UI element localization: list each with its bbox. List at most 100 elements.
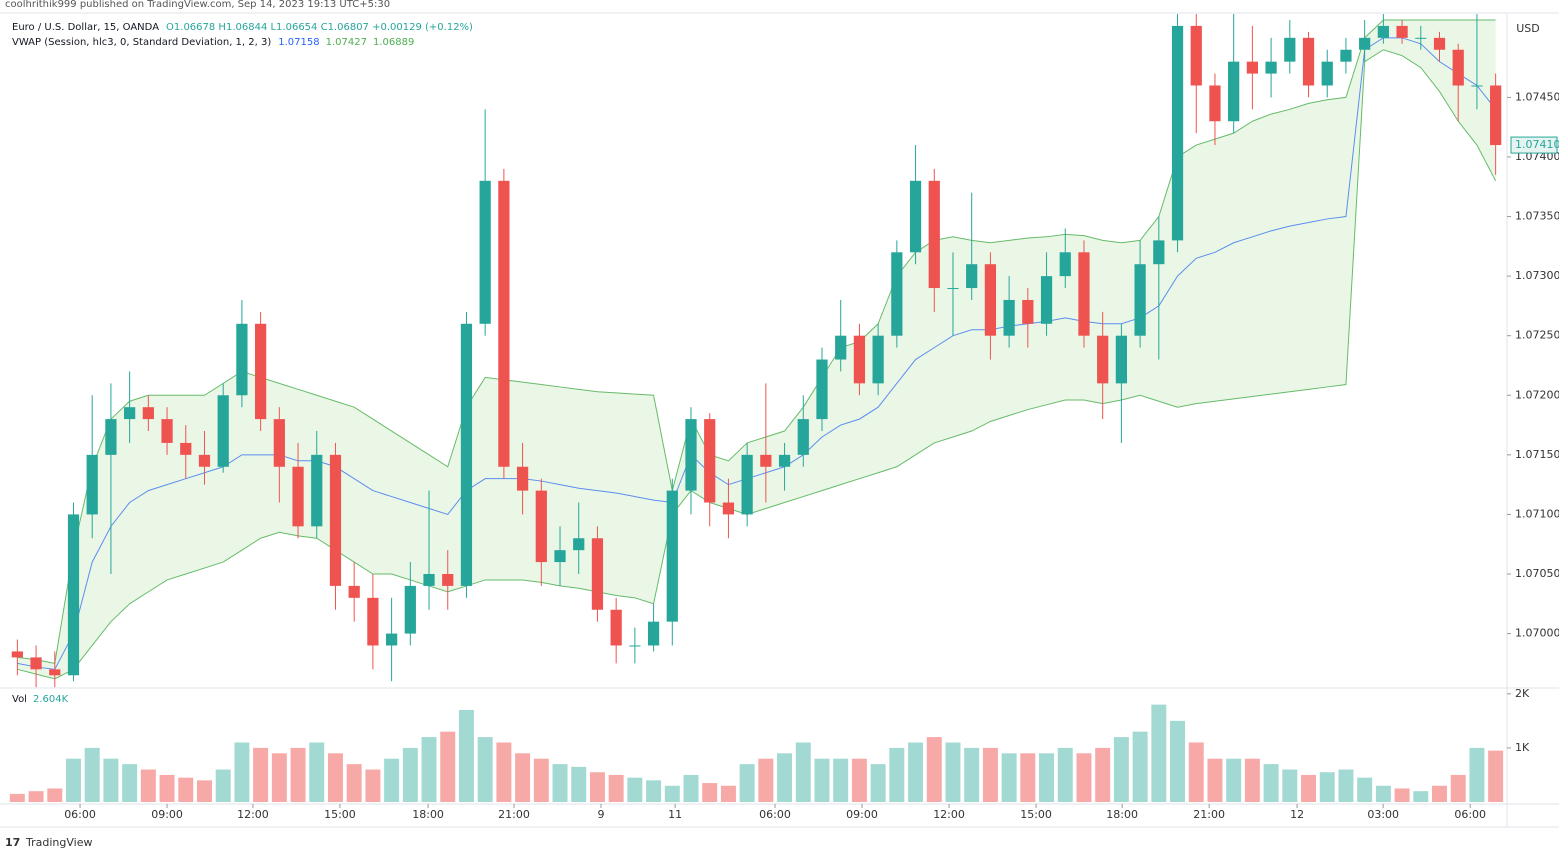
x-tick-label: 15:00	[324, 808, 356, 821]
candle-body	[928, 180, 940, 289]
x-tick-label: 06:00	[1454, 808, 1486, 821]
symbol-title: Euro / U.S. Dollar, 15, OANDA	[12, 22, 159, 33]
x-tick-label: 9	[597, 808, 604, 821]
x-tick-label: 18:00	[412, 808, 444, 821]
volume-bar	[234, 742, 250, 802]
brand-logo: 17	[5, 836, 20, 849]
candle-body	[984, 264, 997, 336]
candle-body	[1340, 49, 1352, 62]
indicator-value: 1.06889	[373, 37, 414, 48]
candle-body	[348, 585, 360, 598]
candle-body	[1284, 37, 1296, 62]
volume-bar	[159, 774, 175, 802]
volume-bar	[84, 747, 100, 802]
candle-body	[161, 419, 173, 443]
volume-bar	[908, 742, 924, 802]
candle-body	[423, 574, 435, 586]
candle-body	[1190, 25, 1202, 86]
band-fill	[17, 19, 1496, 679]
candle-body	[647, 621, 660, 646]
candle-body	[124, 407, 136, 420]
volume-bar	[1244, 758, 1260, 802]
volume-bar	[964, 747, 980, 802]
candle-body	[760, 454, 772, 467]
volume-bar	[1450, 774, 1466, 802]
volume-bar	[9, 793, 25, 802]
candle-body	[816, 359, 828, 420]
candle-body	[722, 502, 735, 515]
candle-body	[67, 514, 80, 676]
volume-current: 2.604K	[33, 694, 69, 705]
volume-bar	[926, 737, 942, 802]
volume-bar	[945, 742, 961, 802]
volume-bar	[402, 747, 418, 802]
candle-body	[591, 538, 604, 610]
volume-bar	[1488, 750, 1504, 802]
indicator-value: 1.07427	[326, 37, 367, 48]
volume-bar	[1132, 731, 1148, 802]
volume-label: Vol	[12, 694, 27, 705]
candle-body	[554, 550, 566, 563]
volume-bar	[1282, 769, 1298, 802]
candle-body	[404, 585, 416, 634]
volume-bar	[571, 766, 587, 802]
volume-bar	[646, 780, 662, 802]
candle-body	[1377, 25, 1389, 38]
y-tick-label: 1.07150	[1515, 448, 1559, 461]
volume-bar	[1394, 788, 1410, 802]
candle-body	[49, 669, 61, 676]
candle-body	[1115, 335, 1128, 384]
x-tick-label: 11	[668, 808, 682, 821]
x-tick-label: 09:00	[846, 808, 878, 821]
x-tick-label: 09:00	[151, 808, 183, 821]
candle-body	[516, 466, 529, 491]
candle-body	[1246, 61, 1258, 74]
candle-body	[311, 454, 323, 527]
candle-body	[1171, 25, 1184, 241]
volume-bar	[1001, 753, 1017, 802]
volume-bar	[309, 742, 325, 802]
candle-body	[966, 264, 978, 289]
volume-bar	[178, 777, 194, 802]
candle-body	[1209, 85, 1221, 122]
x-tick-label: 12:00	[237, 808, 269, 821]
candle-body	[367, 597, 379, 646]
last-price-tag	[1510, 136, 1558, 154]
volume-bar	[1095, 747, 1111, 802]
y-tick-label: 1.07200	[1515, 388, 1559, 401]
x-tick-label: 21:00	[498, 808, 530, 821]
volume-bar	[1375, 785, 1391, 802]
volume-bar	[1226, 758, 1242, 802]
x-tick-label: 03:00	[1367, 808, 1399, 821]
volume-bar	[1357, 777, 1373, 802]
candle-body	[385, 633, 398, 646]
volume-bar	[589, 772, 605, 802]
volume-bar	[1188, 742, 1204, 802]
candle-body	[329, 454, 342, 586]
volume-bar	[1170, 720, 1186, 802]
volume-bar	[477, 737, 493, 802]
vwap-line	[17, 37, 1497, 670]
candle-body	[1359, 37, 1371, 50]
candle-body	[273, 419, 285, 467]
candle-body	[778, 454, 791, 467]
volume-bar	[533, 758, 549, 802]
candle-body	[142, 407, 154, 420]
candle-body	[629, 645, 641, 647]
indicator-value: 1.07158	[278, 37, 319, 48]
candle-body	[1003, 299, 1015, 336]
volume-bar	[1432, 785, 1447, 802]
volume-bar	[683, 774, 699, 802]
y-tick-label: 1.07100	[1515, 507, 1559, 520]
currency: USD	[1516, 22, 1540, 35]
volume-tick-label: 2K	[1515, 687, 1530, 700]
volume-bar	[28, 791, 44, 802]
volume-bar	[1319, 772, 1335, 802]
candle-body	[666, 490, 678, 622]
candle-body	[1022, 299, 1034, 324]
volume-bar	[346, 764, 362, 802]
candle-body	[573, 538, 585, 551]
candle-body	[1097, 335, 1109, 384]
